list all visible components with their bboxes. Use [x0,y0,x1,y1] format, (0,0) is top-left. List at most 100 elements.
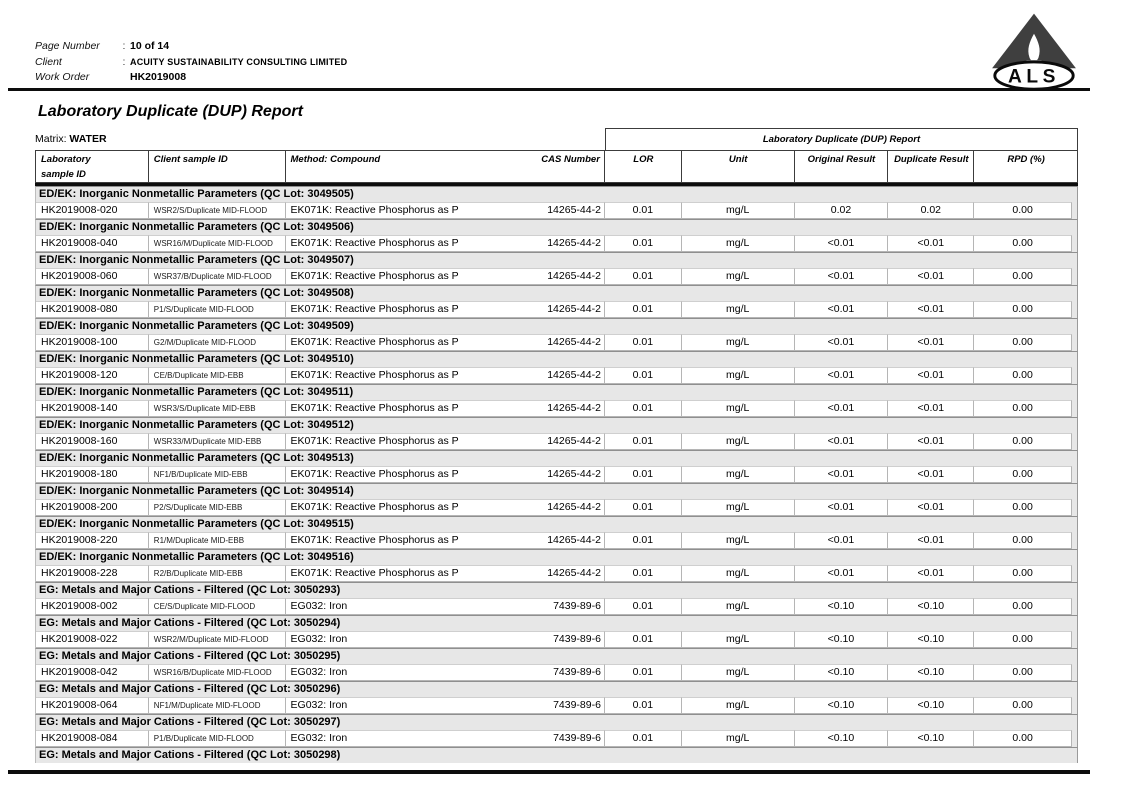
cell-method-compound: EK071K: Reactive Phosphorus as P [285,235,481,252]
cell-duplicate-result: <0.01 [888,532,975,549]
cell-unit: mg/L [681,202,795,219]
cell-method-compound: EG032: Iron [285,631,481,648]
client-label: Client [35,55,62,68]
cell-duplicate-result: <0.10 [888,598,975,615]
cell-client-sample-id: G2/M/Duplicate MID-FLOOD [148,334,286,351]
qc-group: EG: Metals and Major Cations - Filtered … [35,582,1078,615]
qc-group: ED/EK: Inorganic Nonmetallic Parameters … [35,516,1078,549]
cell-rpd: 0.00 [974,532,1073,549]
cell-original-result: <0.01 [794,499,889,516]
report-title: Laboratory Duplicate (DUP) Report [38,103,303,120]
client-value: ACUITY SUSTAINABILITY CONSULTING LIMITED [130,56,348,67]
table-span-header-row: Laboratory Duplicate (DUP) Report [35,128,1078,150]
row-filler [1072,400,1077,417]
qc-group: ED/EK: Inorganic Nonmetallic Parameters … [35,318,1078,351]
cell-original-result: <0.01 [794,268,889,285]
cell-cas-number: 14265-44-2 [480,334,605,351]
cell-duplicate-result: <0.10 [888,631,975,648]
cell-cas-number: 14265-44-2 [480,433,605,450]
cell-original-result: <0.01 [794,433,889,450]
cell-duplicate-result: <0.10 [888,697,975,714]
cell-cas-number: 7439-89-6 [480,664,605,681]
qc-group: EG: Metals and Major Cations - Filtered … [35,681,1078,714]
cell-method-compound: EK071K: Reactive Phosphorus as P [285,202,481,219]
cell-original-result: <0.01 [794,466,889,483]
cell-rpd: 0.00 [974,697,1073,714]
row-filler [1072,268,1077,285]
page-number-value: 10 of 14 [130,40,170,52]
col-header-client-sample-id: Client sample ID [149,151,286,182]
cell-lor: 0.01 [604,301,682,318]
row-filler [1072,334,1077,351]
cell-lor: 0.01 [604,598,682,615]
client-row: Client : ACUITY SUSTAINABILITY CONSULTIN… [35,56,347,72]
cell-lor: 0.01 [604,565,682,582]
cell-client-sample-id: WSR2/M/Duplicate MID-FLOOD [148,631,286,648]
cell-lor: 0.01 [604,499,682,516]
cell-method-compound: EK071K: Reactive Phosphorus as P [285,400,481,417]
group-header-row: ED/EK: Inorganic Nonmetallic Parameters … [35,384,1078,400]
cell-original-result: <0.01 [794,532,889,549]
row-filler [1072,598,1077,615]
cell-cas-number: 7439-89-6 [480,730,605,747]
col-header-original-result: Original Result [795,151,889,182]
group-header-row: ED/EK: Inorganic Nonmetallic Parameters … [35,351,1078,367]
cell-lor: 0.01 [604,664,682,681]
cell-laboratory-sample-id: HK2019008-002 [36,598,149,615]
table-row: HK2019008-140 WSR3/S/Duplicate MID-EBB E… [35,400,1078,417]
qc-group: ED/EK: Inorganic Nonmetallic Parameters … [35,483,1078,516]
cell-original-result: <0.01 [794,334,889,351]
cell-cas-number: 7439-89-6 [480,598,605,615]
page-header-block: Page Number : 10 of 14 Client : ACUITY S… [35,40,347,87]
cell-client-sample-id: WSR3/S/Duplicate MID-EBB [148,400,286,417]
col-header-rpd: RPD (%) [1007,154,1045,165]
cell-duplicate-result: <0.01 [888,499,975,516]
group-header-row: EG: Metals and Major Cations - Filtered … [35,582,1078,598]
row-filler [1072,532,1077,549]
cell-duplicate-result: <0.01 [888,235,975,252]
cell-laboratory-sample-id: HK2019008-040 [36,235,149,252]
col-header-unit: Unit [682,151,795,182]
work-order-row: Work Order HK2019008 [35,71,347,87]
cell-method-compound: EK071K: Reactive Phosphorus as P [285,367,481,384]
cell-original-result: <0.01 [794,235,889,252]
group-header-row: ED/EK: Inorganic Nonmetallic Parameters … [35,549,1078,565]
qc-group: ED/EK: Inorganic Nonmetallic Parameters … [35,549,1078,582]
cell-laboratory-sample-id: HK2019008-180 [36,466,149,483]
cell-laboratory-sample-id: HK2019008-160 [36,433,149,450]
cell-original-result: <0.01 [794,367,889,384]
cell-rpd: 0.00 [974,631,1073,648]
table-row: HK2019008-002 CE/S/Duplicate MID-FLOOD E… [35,598,1078,615]
cell-unit: mg/L [681,235,795,252]
group-header-row: EG: Metals and Major Cations - Filtered … [35,714,1078,730]
cell-cas-number: 14265-44-2 [480,301,605,318]
cell-lor: 0.01 [604,367,682,384]
cell-duplicate-result: <0.01 [888,301,975,318]
cell-method-compound: EK071K: Reactive Phosphorus as P [285,466,481,483]
cell-laboratory-sample-id: HK2019008-200 [36,499,149,516]
cell-cas-number: 14265-44-2 [480,466,605,483]
cell-client-sample-id: WSR16/B/Duplicate MID-FLOOD [148,664,286,681]
qc-group: ED/EK: Inorganic Nonmetallic Parameters … [35,417,1078,450]
row-filler [1072,433,1077,450]
cell-original-result: <0.01 [794,301,889,318]
group-header-row: EG: Metals and Major Cations - Filtered … [35,615,1078,631]
dup-report-table: Laboratory Duplicate (DUP) Report Labora… [35,128,1078,763]
cell-cas-number: 14265-44-2 [480,367,605,384]
cell-duplicate-result: <0.10 [888,664,975,681]
row-filler [1072,202,1077,219]
table-row: HK2019008-020 WSR2/S/Duplicate MID-FLOOD… [35,202,1078,219]
col-header-duplicate-result: Duplicate Result [888,151,975,182]
table-row: HK2019008-180 NF1/B/Duplicate MID-EBB EK… [35,466,1078,483]
cell-lor: 0.01 [604,697,682,714]
group-header-row: ED/EK: Inorganic Nonmetallic Parameters … [35,252,1078,268]
row-filler [1072,664,1077,681]
cell-laboratory-sample-id: HK2019008-120 [36,367,149,384]
cell-method-compound: EK071K: Reactive Phosphorus as P [285,499,481,516]
cell-laboratory-sample-id: HK2019008-100 [36,334,149,351]
cell-unit: mg/L [681,301,795,318]
cell-laboratory-sample-id: HK2019008-020 [36,202,149,219]
cell-lor: 0.01 [604,400,682,417]
qc-group: ED/EK: Inorganic Nonmetallic Parameters … [35,252,1078,285]
